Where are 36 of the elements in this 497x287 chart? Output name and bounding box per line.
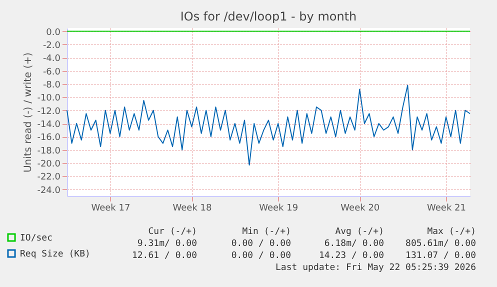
text: 131.07 / 0.00 [406,251,476,261]
x-tick-label: Week 19 [259,204,298,214]
x-tick-label: Week 18 [172,204,212,214]
text: 0.00 / 0.00 [231,239,291,249]
text: Cur (-/+) [148,227,197,237]
text: 805.61m/ 0.00 [406,239,476,249]
legend-label: Req Size (KB) [20,250,90,260]
y-tick-label: -16.0 [37,133,61,144]
y-tick-label: 0.0 [46,28,61,38]
legend-label: IO/sec [20,234,53,244]
text: 9.31m/ 0.00 [137,239,197,249]
x-tick-label: Week 20 [340,204,380,214]
line-series [66,84,470,166]
text: Avg (-/+) [335,227,384,237]
y-tick-label: -20.0 [37,160,61,170]
y-tick-label: -22.0 [37,172,61,183]
y-tick-label: -12.0 [37,106,61,117]
y-tick-label: -8.0 [42,80,61,90]
x-tick-label: Week 21 [427,204,466,214]
text: Last update: Fri May 22 05:25:39 2026 [276,263,476,273]
y-tick-label: -4.0 [42,54,61,64]
text: 14.23 / 0.00 [318,251,384,261]
y-axis-title: Units read (-) / write (+) [23,52,34,173]
y-tick-label: -10.0 [37,94,61,104]
text: Max (-/+) [427,227,476,237]
y-tick-label: -14.0 [37,120,61,130]
y-tick-label: -2.0 [42,40,61,51]
text: 6.18m/ 0.00 [324,239,384,249]
text: 0.00 / 0.00 [231,251,291,261]
text: Min (-/+) [242,227,291,237]
chart-title: IOs for /dev/loop1 - by month [180,9,357,24]
text: 12.61 / 0.00 [132,251,197,261]
y-tick-label: -6.0 [42,67,61,78]
y-tick-label: -24.0 [37,186,61,196]
y-tick-label: -18.0 [37,146,61,156]
x-tick-label: Week 17 [91,204,130,214]
